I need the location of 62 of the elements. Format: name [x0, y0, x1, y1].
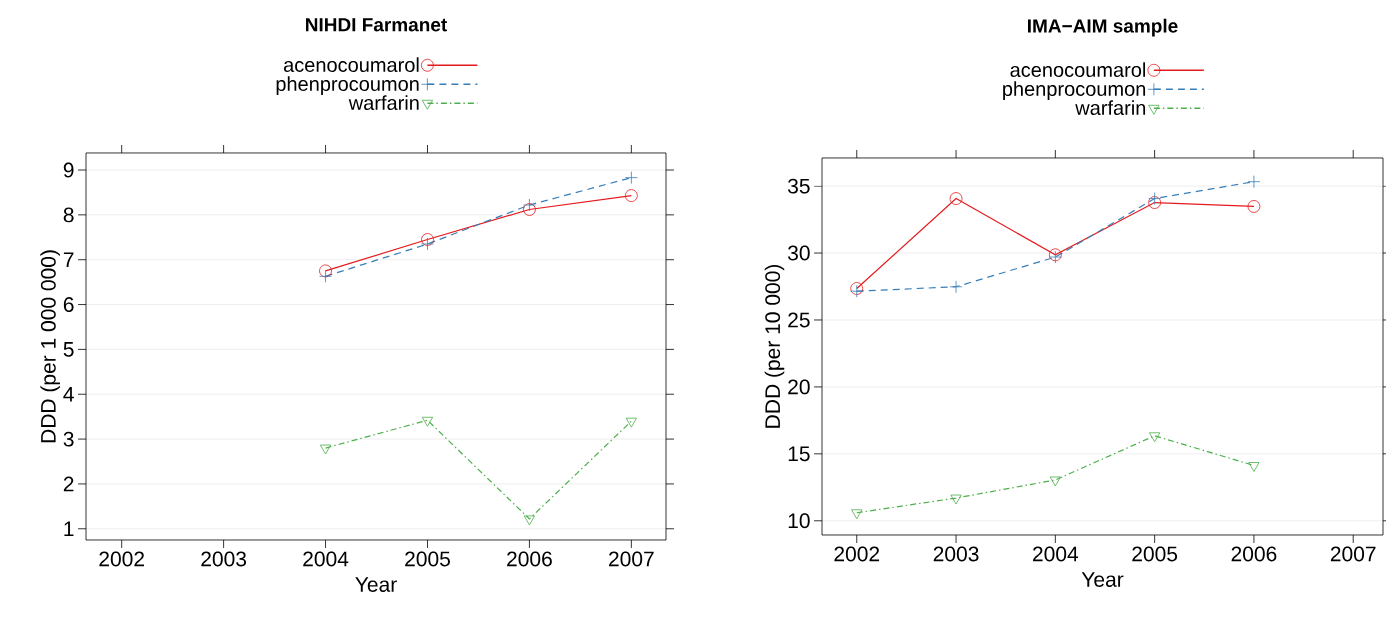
point [523, 203, 536, 216]
x-tick-label: 2004 [1033, 546, 1079, 562]
point [851, 509, 863, 520]
x-tick-label: 2002 [834, 546, 880, 562]
y-tick-label: 8 [63, 207, 74, 223]
point [949, 192, 963, 205]
point [950, 494, 962, 505]
x-tick-label: 2007 [1330, 546, 1376, 562]
y-tick-label: 1 [64, 521, 74, 536]
y-tick-label: 2 [63, 476, 74, 492]
legend-label: phenprocoumon [1003, 81, 1146, 100]
point [1149, 432, 1161, 443]
y-tick-label: 9 [63, 162, 74, 178]
point [1247, 200, 1261, 213]
x-tick-label: 2004 [303, 551, 349, 567]
point [1247, 175, 1261, 189]
x-tick-label: 2002 [99, 551, 144, 567]
point [319, 444, 332, 455]
x-tick-label: 2006 [507, 551, 552, 567]
point [319, 264, 332, 278]
legend-label: warfarin [348, 95, 419, 110]
y-tick-label: 3 [63, 431, 74, 447]
point [1049, 476, 1061, 487]
legend-label: warfarin [1075, 100, 1146, 115]
y-tick-label: 15 [788, 446, 810, 462]
point [1148, 196, 1162, 209]
y-axis-title: DDD (per 10 000) [764, 264, 785, 428]
point [319, 269, 332, 283]
point [624, 171, 638, 185]
y-tick-label: 7 [63, 252, 74, 267]
point [523, 515, 536, 526]
y-tick-label: 10 [788, 513, 810, 529]
y-tick-label: 20 [788, 379, 810, 395]
x-axis-title: Year [1081, 572, 1124, 587]
point [1248, 462, 1260, 472]
chart-title: NIHDI Farmanet [306, 18, 447, 32]
point [625, 417, 637, 428]
x-tick-label: 2005 [405, 551, 450, 567]
point [523, 198, 536, 212]
x-tick-label: 2006 [1231, 546, 1277, 562]
y-tick-label: 5 [63, 342, 74, 357]
y-tick-label: 6 [63, 297, 74, 312]
x-tick-label: 2003 [933, 546, 979, 562]
x-tick-label: 2003 [201, 551, 247, 567]
point [949, 280, 963, 294]
point [624, 189, 638, 202]
y-tick-label: 25 [788, 312, 810, 328]
point [421, 416, 434, 427]
point [1148, 192, 1162, 205]
y-tick-label: 4 [63, 387, 74, 402]
x-axis-title: Year [355, 577, 397, 592]
y-tick-label: 35 [787, 178, 810, 194]
x-tick-label: 2005 [1132, 546, 1178, 562]
chart-title: IMA−AIM sample [1028, 18, 1178, 37]
legend-label: acenocoumarol [283, 57, 419, 72]
legend-label: acenocoumarol [1010, 62, 1146, 77]
point [421, 237, 434, 251]
point [421, 233, 434, 246]
legend-label: phenprocoumon [276, 76, 419, 95]
x-tick-label: 2007 [609, 551, 654, 567]
y-axis-title: DDD (per 1 000 000) [40, 250, 60, 443]
y-tick-label: 30 [787, 245, 810, 261]
